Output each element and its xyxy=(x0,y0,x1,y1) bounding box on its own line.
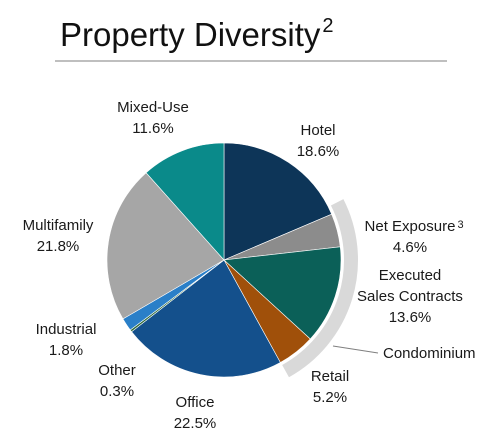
value-label: 18.6% xyxy=(297,143,340,160)
slice-label: Industrial xyxy=(36,321,97,338)
label-superscript: 3 xyxy=(457,219,463,231)
value-label: 22.5% xyxy=(174,415,217,432)
slice-label: Office xyxy=(176,394,215,411)
value-label: 13.6% xyxy=(389,309,432,326)
pie-slice xyxy=(145,142,225,261)
pie-slice xyxy=(223,142,333,261)
value-label: 5.2% xyxy=(313,389,347,406)
value-label: 21.8% xyxy=(37,238,80,255)
condominium-bracket xyxy=(282,199,358,378)
slice-label: Net Exposure xyxy=(365,218,456,235)
slice-label: Other xyxy=(98,362,136,379)
pie-slice xyxy=(131,259,281,378)
pie-slice xyxy=(106,172,225,320)
annotation: Condominium xyxy=(383,345,476,362)
value-label: 4.6% xyxy=(393,239,427,256)
slice-label: Hotel xyxy=(300,122,335,139)
annotation-leader xyxy=(332,345,379,354)
slice-label: Executed Sales Contracts xyxy=(357,267,463,305)
slice-label: Mixed-Use xyxy=(117,99,189,116)
value-label: 0.3% xyxy=(100,383,134,400)
value-label: 1.8% xyxy=(49,342,83,359)
value-label: 11.6% xyxy=(132,120,173,137)
chart-title: Property Diversity xyxy=(60,16,321,53)
title-superscript: 2 xyxy=(322,15,333,37)
pie-slice xyxy=(223,246,342,340)
slice-label: Multifamily xyxy=(23,217,94,234)
slice-label: Retail xyxy=(311,368,349,385)
